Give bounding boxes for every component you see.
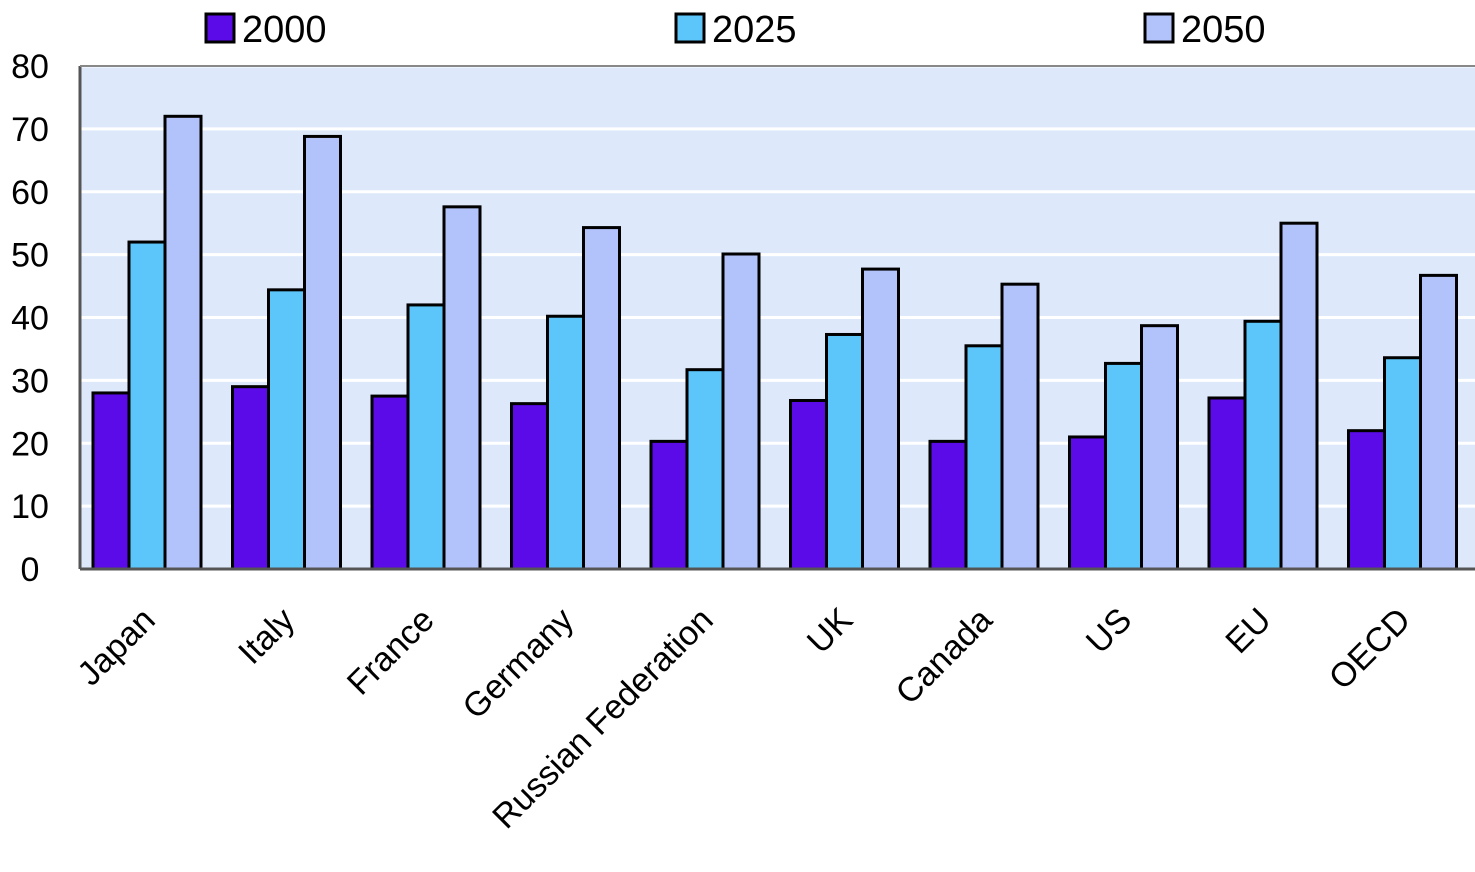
legend-swatch (674, 12, 706, 44)
bar-2050-us (1140, 324, 1179, 571)
y-tick-label: 70 (11, 111, 49, 149)
bars (91, 114, 1458, 571)
axes (78, 65, 1475, 571)
bar-2025-germany (546, 314, 585, 571)
bar-2050-italy (303, 134, 342, 571)
bar-2000-germany (510, 402, 549, 571)
bar-2025-oecd (1383, 356, 1422, 571)
bar-2000-japan (91, 391, 131, 571)
bar-2050-canada (1000, 282, 1040, 571)
legend-label: 2000 (242, 9, 327, 51)
legend-swatch (204, 12, 236, 44)
bar-2050-eu (1279, 221, 1319, 571)
bar-2025-france (406, 303, 446, 571)
bar-2025-eu (1243, 319, 1283, 571)
y-tick-label: 40 (11, 300, 49, 338)
x-tick-label: UK (800, 601, 860, 661)
y-axis-ticks: 0 10 20 30 40 50 60 70 80 (11, 48, 49, 589)
x-tick-label: US (1079, 601, 1139, 661)
bar-2000-oecd (1347, 429, 1386, 571)
bar-2000-us (1068, 435, 1107, 571)
bar-2050-france (442, 205, 482, 571)
y-tick-label: 80 (11, 48, 49, 86)
bar-2000-france (370, 394, 410, 571)
bar-2000-eu (1207, 396, 1247, 571)
legend-swatch (1143, 12, 1175, 44)
y-tick-label: 20 (11, 425, 49, 463)
x-tick-label: Canada (889, 601, 1000, 712)
bar-2000-canada (928, 439, 968, 571)
bar-2025-canada (964, 344, 1004, 571)
legend-label: 2050 (1181, 9, 1266, 51)
y-tick-label: 60 (11, 174, 49, 212)
x-tick-label: France (340, 601, 442, 703)
bar-2025-japan (127, 240, 167, 571)
bar-2025-russian-federation (685, 368, 725, 571)
bar-2025-uk (825, 332, 864, 571)
bar-2050-germany (582, 226, 621, 571)
bar-2000-russian-federation (649, 439, 689, 571)
bar-2050-japan (163, 114, 203, 571)
bar-2050-oecd (1419, 273, 1458, 571)
bar-2050-uk (861, 267, 900, 571)
y-tick-label: 0 (21, 551, 40, 589)
bar-2050-russian-federation (721, 252, 761, 571)
x-tick-label: Germany (455, 601, 581, 727)
y-tick-label: 30 (11, 362, 49, 400)
y-tick-label: 50 (11, 237, 49, 275)
bar-2000-italy (231, 385, 270, 571)
x-tick-label: Japan (70, 601, 162, 693)
legend-label: 2025 (712, 9, 797, 51)
legend: 2000 2025 2050 (204, 9, 1266, 51)
bar-2000-uk (789, 398, 828, 571)
x-tick-label: EU (1218, 601, 1278, 661)
bar-2025-us (1104, 361, 1143, 571)
bar-2025-italy (267, 288, 306, 571)
x-tick-label: OECD (1322, 601, 1418, 697)
x-tick-label: Italy (231, 601, 302, 672)
y-tick-label: 10 (11, 488, 49, 526)
